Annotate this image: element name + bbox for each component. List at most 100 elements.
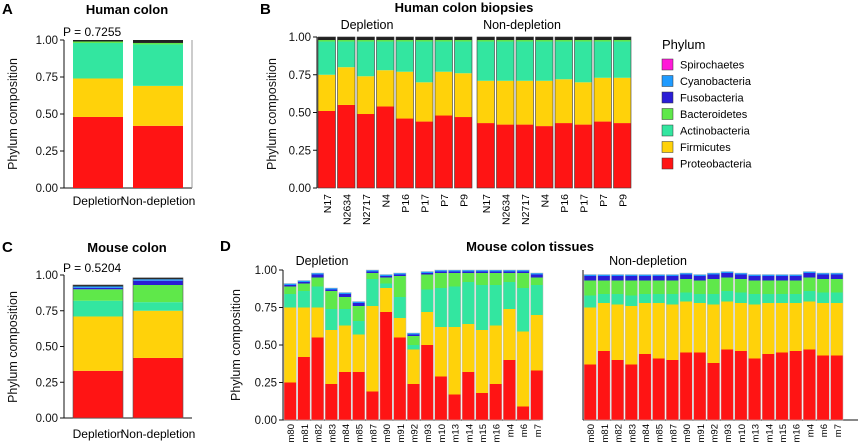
bar-segment-other (496, 37, 514, 41)
bar-segment-cyanobacteria (297, 280, 311, 282)
bar-segment-proteobacteria (516, 406, 530, 420)
bar-outline (407, 332, 420, 421)
bar-segment-firmicutes (816, 303, 830, 356)
bar-segment-fusobacteria (748, 276, 761, 281)
x-category-label: m16 (792, 424, 803, 442)
bar-segment-proteobacteria (652, 358, 665, 420)
bar-segment-proteobacteria (789, 351, 802, 420)
bar-segment-bacteroidetes (748, 280, 761, 294)
bar-segment-fusobacteria (393, 274, 406, 276)
bar-segment-proteobacteria (407, 384, 420, 420)
bar-segment-fusobacteria (707, 274, 720, 279)
bar-outline (454, 36, 473, 189)
bar-segment-actinobacteria (396, 41, 414, 72)
bar-segment-actinobacteria (357, 41, 375, 77)
bar-segment-actinobacteria (594, 41, 612, 78)
bar-segment-cyanobacteria (284, 283, 297, 285)
bar-segment-proteobacteria (679, 352, 693, 420)
y-axis-label: Phylum composition (6, 291, 20, 403)
bar-outline (734, 272, 748, 421)
bar-segment-firmicutes (707, 304, 720, 363)
bar-segment-proteobacteria (448, 394, 461, 420)
bar-segment-firmicutes (357, 76, 375, 115)
bar-segment-actinobacteria (666, 294, 679, 305)
bar-segment-cyanobacteria (707, 273, 720, 275)
bar-segment-proteobacteria (734, 351, 748, 420)
bar-segment-firmicutes (555, 79, 573, 124)
bar-segment-firmicutes (366, 306, 379, 392)
bar-segment-bacteroidetes (352, 306, 365, 321)
bar-segment-bacteroidetes (611, 280, 624, 294)
y-tick-label: 0.00 (36, 413, 58, 425)
bar-segment-actinobacteria (379, 283, 393, 288)
bar-segment-bacteroidetes (311, 277, 324, 287)
bar-segment-proteobacteria (475, 393, 489, 420)
bar-segment-firmicutes (133, 310, 183, 358)
bar-outline (395, 36, 414, 189)
bar-segment-fusobacteria (73, 287, 123, 290)
x-category-label: m92 (410, 424, 421, 442)
bar-segment-fusobacteria (366, 271, 379, 273)
bar-outline (324, 287, 338, 421)
bar-segment-actinobacteria (721, 291, 734, 302)
bar-outline (693, 274, 707, 421)
bar-segment-bacteroidetes (477, 40, 495, 42)
chart-title: Human colon (86, 2, 168, 17)
chart-title: Human colon biopsies (395, 0, 534, 15)
bar-outline (652, 274, 666, 421)
bar-segment-bacteroidetes (613, 40, 631, 42)
y-tick-label: 0.25 (36, 146, 58, 158)
bar-segment-proteobacteria (611, 360, 624, 420)
bar-segment-proteobacteria (318, 110, 336, 188)
bar-segment-cyanobacteria (421, 271, 434, 273)
bar-segment-fusobacteria (516, 271, 530, 273)
bar-segment-cyanobacteria (789, 274, 802, 276)
legend-label-bacteroidetes: Bacteroidetes (680, 109, 748, 121)
x-category-label: N2634 (341, 194, 353, 225)
bar-outline (554, 36, 573, 189)
bar-segment-fusobacteria (462, 271, 475, 273)
bar-segment-other (415, 37, 433, 41)
chart-title: Mouse colon (87, 240, 167, 255)
bar-segment-actinobacteria (489, 285, 502, 326)
bar-segment-cyanobacteria (762, 274, 775, 276)
bar-segment-proteobacteria (338, 372, 352, 420)
bar-segment-firmicutes (762, 303, 775, 354)
bar-segment-proteobacteria (535, 126, 553, 188)
bar-segment-other (477, 37, 495, 41)
bar-outline (448, 269, 462, 421)
y-tick-label: 0.00 (289, 183, 311, 195)
bar-segment-actinobacteria (477, 41, 495, 81)
x-category-label: N2634 (500, 194, 512, 225)
bar-segment-firmicutes (454, 73, 472, 118)
bar-segment-bacteroidetes (574, 40, 592, 42)
bar-outline (337, 36, 356, 189)
bar-segment-firmicutes (415, 82, 433, 122)
bar-segment-actinobacteria (325, 309, 338, 330)
bar-segment-firmicutes (311, 307, 324, 338)
x-category-label: m91 (396, 424, 407, 442)
bar-segment-firmicutes (337, 67, 355, 105)
y-tick-label: 0.75 (36, 306, 58, 318)
bar-segment-actinobacteria (555, 41, 573, 80)
bar-segment-other (435, 37, 453, 41)
bar-segment-other (73, 285, 123, 287)
x-category-label: P17 (419, 194, 431, 213)
bar-segment-proteobacteria (462, 372, 475, 420)
bar-segment-proteobacteria (584, 364, 597, 420)
bar-segment-actinobacteria (133, 44, 183, 86)
group-title: Depletion (341, 18, 394, 32)
y-tick-label: 0.75 (289, 70, 311, 82)
y-axis-label: Phylum composition (6, 58, 20, 170)
bar-segment-cyanobacteria (679, 273, 693, 275)
bar-segment-bacteroidetes (407, 336, 420, 345)
panel-c: C Mouse colon P = 0.5204 0.00 0.25 0.50 0.75 1.… (2, 239, 195, 441)
x-category-label: P7 (439, 194, 451, 207)
y-tick-label: 0.50 (36, 342, 58, 354)
y-tick-label: 0.75 (36, 72, 58, 84)
group-title: Non-depletion (483, 18, 561, 32)
bar-segment-fusobacteria (133, 280, 183, 286)
y-tick-label: 0.25 (289, 145, 311, 157)
bar-segment-firmicutes (379, 288, 393, 312)
